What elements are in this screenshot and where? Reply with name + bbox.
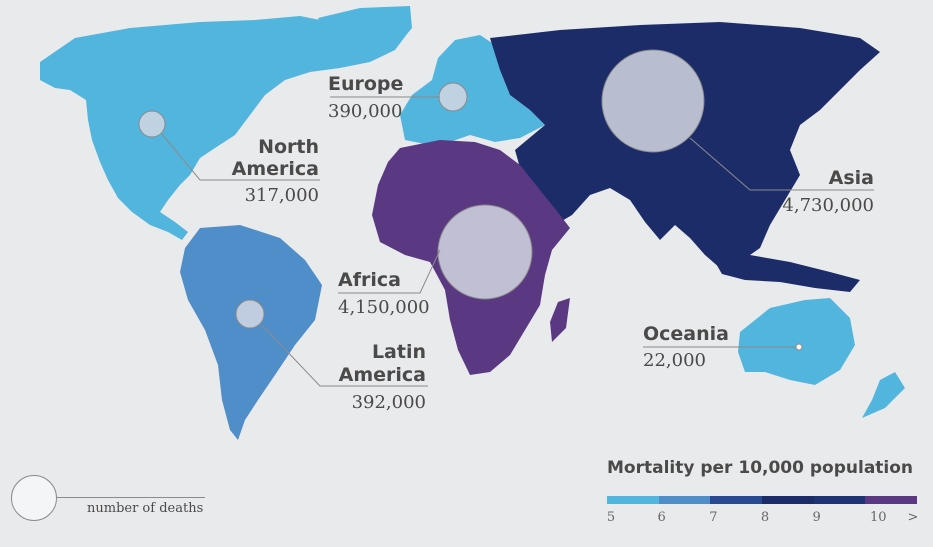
latin-america-label-line2: America xyxy=(339,364,426,386)
north-america-label-line2: America xyxy=(232,158,319,180)
color-scale-tick-label: 7 xyxy=(709,510,718,525)
asia-landmass[interactable] xyxy=(490,22,880,268)
color-scale-segment xyxy=(607,496,659,504)
oceania-landmass[interactable] xyxy=(738,298,855,385)
color-scale-tick-label: 5 xyxy=(606,510,616,525)
africa-deaths-circle[interactable] xyxy=(437,204,533,300)
asia-label: Asia xyxy=(829,167,874,189)
madagascar-landmass[interactable] xyxy=(550,298,570,342)
africa-deaths-value: 4,150,000 xyxy=(338,297,430,318)
africa-label: Africa xyxy=(338,269,401,291)
europe-deaths-value: 390,000 xyxy=(328,101,402,122)
legend-title: Mortality per 10,000 population xyxy=(607,458,914,478)
color-scale-segment xyxy=(658,496,711,504)
size-key-line xyxy=(57,497,205,498)
north-america-label-line1: North xyxy=(258,136,319,158)
latin-america-landmass[interactable] xyxy=(180,225,322,440)
africa-leader-line xyxy=(338,249,441,294)
north-america-deaths-value: 317,000 xyxy=(245,185,319,206)
color-scale-ticks: 5 6 7 8 9 10 > xyxy=(606,510,919,526)
north-america-leader-line xyxy=(161,133,320,181)
color-scale-tick-label: > xyxy=(907,510,919,525)
greenland-landmass[interactable] xyxy=(318,6,412,60)
latin-america-deaths-value: 392,000 xyxy=(352,392,426,413)
new-zealand-landmass[interactable] xyxy=(862,372,905,418)
asia-leader-line xyxy=(689,137,874,191)
latin-america-label-line1: Latin xyxy=(372,341,426,363)
asia-deaths-circle[interactable] xyxy=(601,49,705,153)
oceania-deaths-circle[interactable] xyxy=(795,343,803,351)
oceania-deaths-value: 22,000 xyxy=(643,350,706,371)
size-key-label: number of deaths xyxy=(87,501,204,516)
color-scale-tick-label: 9 xyxy=(812,510,821,525)
color-scale-segment xyxy=(813,496,866,504)
southeast-asia-islands[interactable] xyxy=(715,255,860,292)
asia-deaths-value: 4,730,000 xyxy=(782,195,874,216)
europe-landmass[interactable] xyxy=(400,35,545,145)
europe-deaths-circle[interactable] xyxy=(438,82,468,112)
size-key-circle xyxy=(11,475,57,521)
color-scale-segment xyxy=(762,496,814,504)
color-scale-segment xyxy=(865,496,918,504)
north-america-landmass[interactable] xyxy=(40,8,410,240)
color-scale-tick-label: 6 xyxy=(657,510,666,525)
latin-america-leader-line xyxy=(261,324,428,387)
color-scale xyxy=(607,496,918,504)
north-america-deaths-circle[interactable] xyxy=(138,110,166,138)
europe-label: Europe xyxy=(328,73,403,95)
color-scale-tick-label: 10 xyxy=(869,510,887,525)
latin-america-deaths-circle[interactable] xyxy=(235,299,265,329)
color-scale-tick-label: 8 xyxy=(760,510,770,525)
color-scale-segment xyxy=(710,496,763,504)
oceania-label: Oceania xyxy=(643,323,729,345)
